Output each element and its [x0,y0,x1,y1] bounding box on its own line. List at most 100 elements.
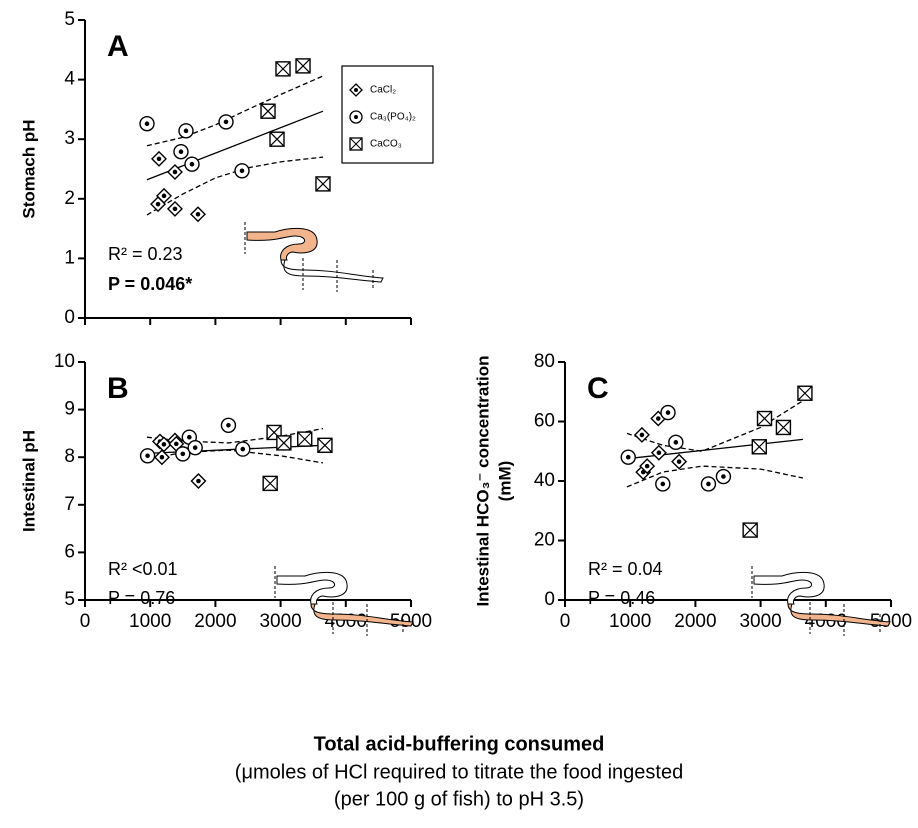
data-point [262,475,278,492]
data-point [633,426,650,443]
point-center [144,121,150,127]
data-point [751,439,767,455]
x-axis-subtitle: (per 100 g of fish) to pH 3.5) [334,788,584,810]
gut-intestine [787,603,891,627]
x-tick-label: 3000 [739,611,781,632]
data-point [297,431,313,447]
point-center [196,478,201,484]
y-tick-label: 1 [64,247,75,268]
data-point [184,156,200,172]
y-tick-label: 80 [534,351,555,372]
annotation: R² = 0.04 [588,559,663,579]
point-center [655,416,661,421]
point-cross [751,439,767,455]
y-tick-label: 20 [534,530,555,551]
legend-marker [349,83,363,97]
data-point [260,103,276,119]
data-point [671,453,688,470]
data-point [139,448,156,464]
point-center [159,454,165,460]
data-point [775,419,792,436]
annotation: P = 0.76 [108,588,175,608]
legend-circle [349,110,363,124]
point-center [721,474,726,479]
point-center [183,128,189,134]
gut-sections [302,258,374,292]
point-cross [757,411,772,426]
point-center [644,463,650,469]
gut-icon [751,566,891,636]
point-center [192,445,198,450]
data-point [700,476,717,492]
point-center [239,168,245,174]
data-point [153,449,170,466]
point-cross [317,437,333,453]
data-point [178,123,194,139]
data-point [639,458,656,475]
point-center [156,156,162,162]
data-point [175,446,191,462]
y-tick-label: 2 [64,188,75,209]
legend-box [341,65,434,164]
y-tick-label: 60 [534,411,555,432]
point-center [195,211,201,217]
point-center [161,193,167,199]
data-point [173,144,189,160]
data-point [150,196,167,213]
annotation: R² <0.01 [108,559,178,579]
data-point [269,131,285,147]
data-point [139,116,155,132]
point-cross [276,435,292,451]
data-point [151,150,167,167]
point-cross [262,475,278,491]
point-center [639,432,645,438]
point-center [226,423,231,428]
gut-icon [244,222,384,292]
y-tick-label: 40 [534,470,555,491]
y-tick-label: 5 [64,9,75,30]
data-point [315,176,331,192]
data-point [220,417,237,434]
legend-marker [349,137,363,151]
x-tick-label: 2000 [194,611,236,632]
point-center [640,469,646,475]
point-cross [275,61,291,77]
confidence-band [626,465,804,488]
data-point [275,61,291,77]
data-point [317,437,333,453]
gut-intestine [310,603,414,627]
point-cross [269,131,285,147]
annotation: P = 0.046* [108,274,192,294]
point-center [161,442,167,447]
y-tick-label: 9 [64,399,75,420]
point-center [189,161,195,167]
point-center [180,451,186,457]
data-point [668,434,684,451]
gut-stomach [246,228,318,261]
legend-label: Ca₃(PO₄)₂ [370,112,416,123]
x-tick-label: 1000 [609,611,651,632]
data-point [276,435,292,451]
y-tick-label: 7 [64,494,75,515]
point-center [173,441,179,447]
x-axis-title: Total acid-buffering consumed [314,733,605,755]
data-point [187,439,203,456]
x-tick-label: 3000 [259,611,301,632]
gut-icon [274,566,414,636]
data-point [797,385,813,401]
point-center [656,450,662,456]
point-center [676,459,682,464]
y-tick-label: 10 [54,351,75,372]
point-center [673,440,679,445]
point-center [187,434,192,440]
y-tick-label: 5 [64,589,75,610]
data-point [166,200,183,217]
data-point [660,404,676,421]
y-tick-label: 0 [544,589,555,610]
x-axis-subtitle: (μmoles of HCl required to titrate the f… [235,761,683,783]
data-point [756,410,773,427]
y-tick-label: 3 [64,128,75,149]
panel-label: A [107,30,129,63]
legend-diamond [349,83,363,97]
point-center [706,481,711,487]
